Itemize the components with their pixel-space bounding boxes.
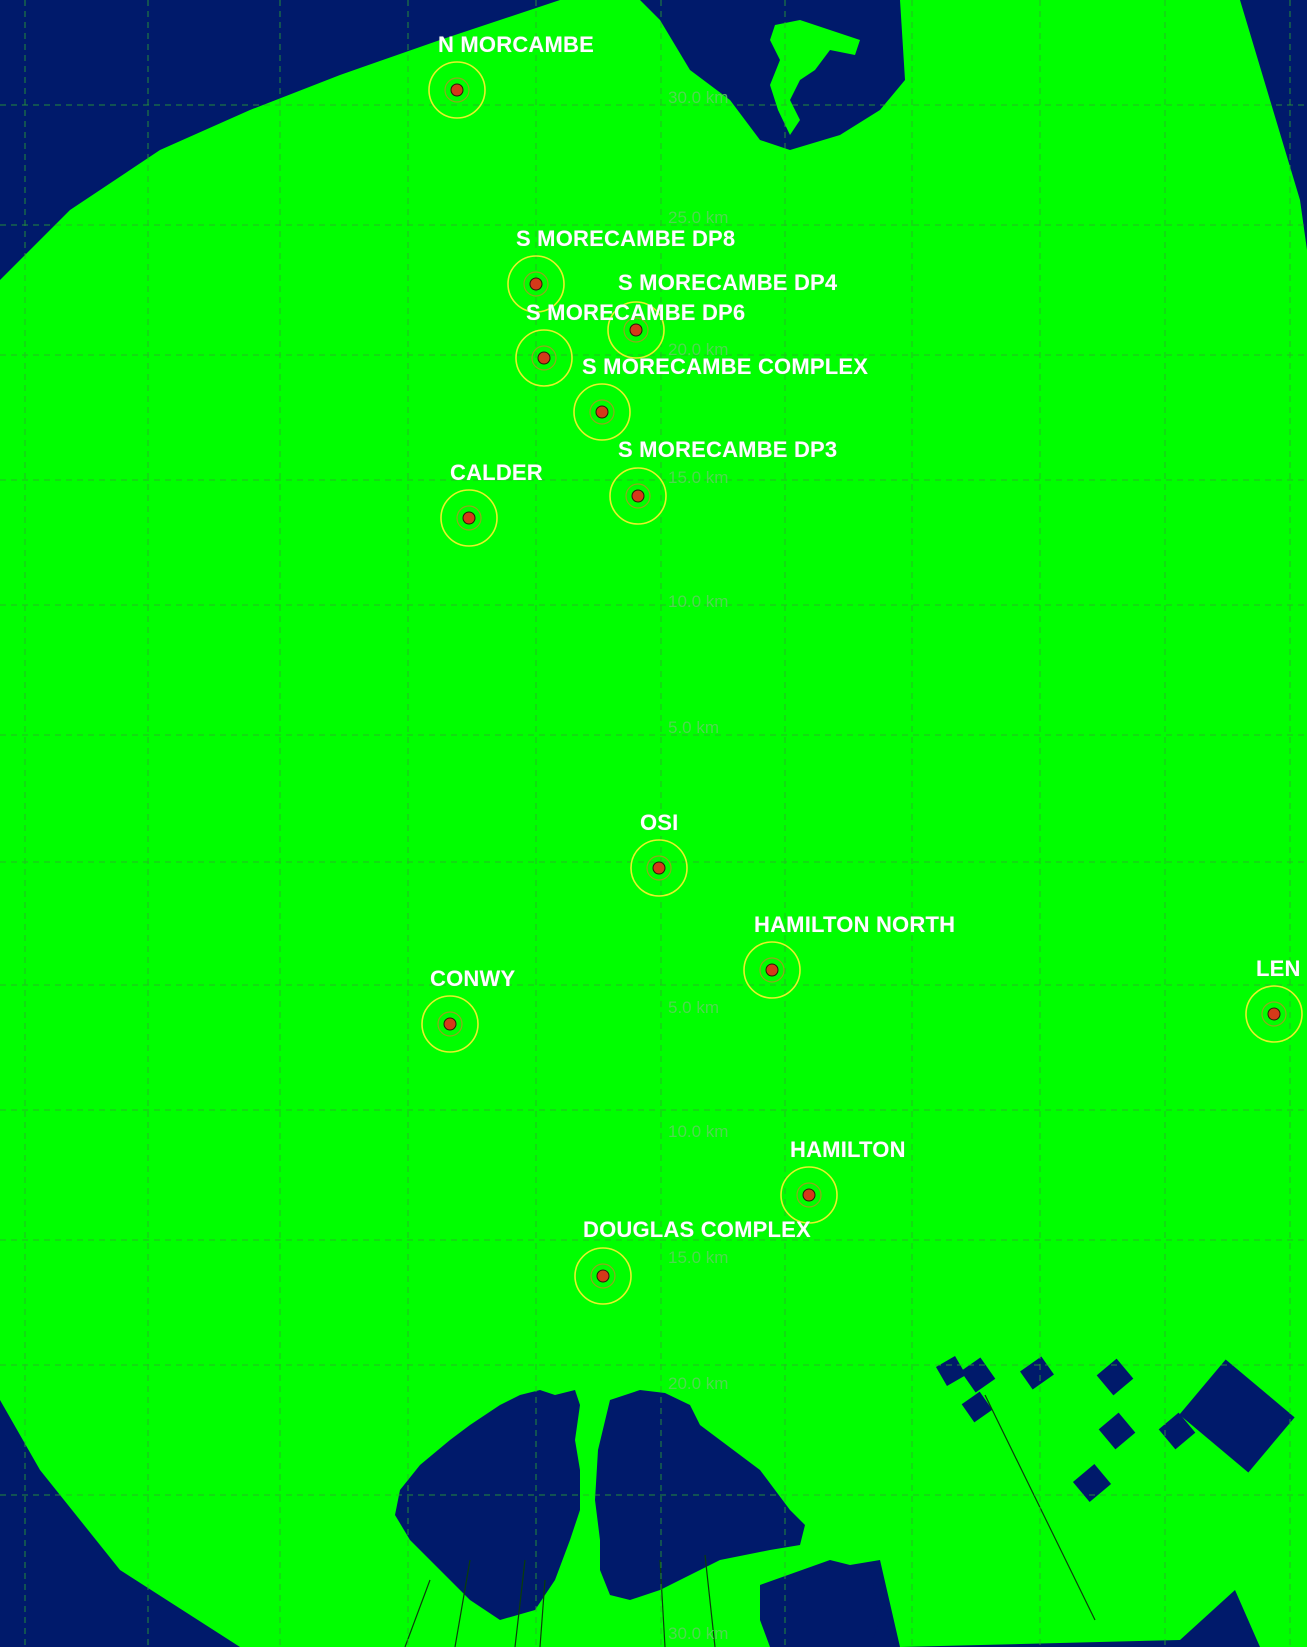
site-label-calder[interactable]: CALDER [450, 460, 543, 485]
site-dot [529, 277, 543, 291]
site-inner-ring [625, 483, 651, 509]
site-range-ring [421, 995, 479, 1053]
site-marker[interactable] [515, 329, 573, 387]
range-label: 20.0 km [668, 340, 729, 359]
site-inner-ring [796, 1182, 822, 1208]
range-label: 5.0 km [668, 718, 720, 737]
site-label-osi[interactable]: OSI [640, 810, 679, 835]
terrain-block [1096, 1358, 1134, 1396]
site-inner-ring [437, 1011, 463, 1037]
site-label-s-morecambe-complex[interactable]: S MORECAMBE COMPLEX [582, 354, 869, 379]
site-marker[interactable] [780, 1166, 838, 1224]
site-range-ring [573, 383, 631, 441]
range-label: 25.0 km [668, 208, 729, 227]
site-inner-ring [623, 317, 649, 343]
site-inner-ring [523, 271, 549, 297]
range-label: 30.0 km [668, 1624, 729, 1643]
site-dot [595, 405, 609, 419]
site-label-conwy[interactable]: CONWY [430, 966, 516, 991]
site-range-ring [574, 1247, 632, 1305]
site-inner-ring [589, 399, 615, 425]
site-marker[interactable] [574, 1247, 632, 1305]
terrain-block [935, 1355, 967, 1387]
site-range-ring [630, 839, 688, 897]
site-range-ring [609, 467, 667, 525]
site-marker[interactable] [630, 839, 688, 897]
terrain-bottom-center [595, 1390, 805, 1600]
range-label: 15.0 km [668, 1248, 729, 1267]
site-dot [765, 963, 779, 977]
site-label-len[interactable]: LEN [1256, 956, 1301, 981]
site-marker[interactable] [573, 383, 631, 441]
site-dot [443, 1017, 457, 1031]
site-label-douglas-complex[interactable]: DOUGLAS COMPLEX [583, 1217, 811, 1242]
site-marker[interactable] [743, 941, 801, 999]
range-label: 10.0 km [668, 592, 729, 611]
site-marker[interactable] [609, 467, 667, 525]
range-label: 5.0 km [668, 998, 720, 1017]
site-inner-ring [646, 855, 672, 881]
site-range-ring [1245, 985, 1303, 1043]
terrain-bottom-left [395, 1390, 580, 1620]
site-inner-ring [531, 345, 557, 371]
terrain-block [1158, 1412, 1196, 1450]
site-label-s-morecambe-dp8[interactable]: S MORECAMBE DP8 [516, 226, 736, 251]
terrain-top-green-patch [770, 20, 860, 135]
site-label-hamilton[interactable]: HAMILTON [790, 1137, 906, 1162]
site-dot [802, 1188, 816, 1202]
terrain-block [960, 1357, 996, 1393]
site-label-n-morcambe[interactable]: N MORCAMBE [438, 32, 594, 57]
site-dot [596, 1269, 610, 1283]
site-dot [450, 83, 464, 97]
site-label-s-morecambe-dp3[interactable]: S MORECAMBE DP3 [618, 437, 838, 462]
site-range-ring [515, 329, 573, 387]
site-marker[interactable] [428, 61, 486, 119]
range-label: 15.0 km [668, 468, 729, 487]
terrain-block [1179, 1359, 1295, 1473]
site-range-ring [607, 301, 665, 359]
site-inner-ring [590, 1263, 616, 1289]
site-label-s-morecambe-dp4[interactable]: S MORECAMBE DP4 [618, 270, 838, 295]
range-label: 20.0 km [668, 1374, 729, 1393]
site-dot [631, 489, 645, 503]
site-marker[interactable] [421, 995, 479, 1053]
terrain-bottom-box [760, 1560, 880, 1647]
site-marker[interactable] [507, 255, 565, 313]
site-inner-ring [759, 957, 785, 983]
site-range-ring [507, 255, 565, 313]
site-inner-ring [444, 77, 470, 103]
site-label-hamilton-north[interactable]: HAMILTON NORTH [754, 912, 956, 937]
terrain-block [1072, 1464, 1112, 1502]
site-label-s-morecambe-dp6[interactable]: S MORECAMBE DP6 [526, 300, 746, 325]
site-dot [652, 861, 666, 875]
site-dot [462, 511, 476, 525]
site-marker[interactable] [1245, 985, 1303, 1043]
site-range-ring [428, 61, 486, 119]
site-range-ring [743, 941, 801, 999]
site-range-ring [440, 489, 498, 547]
range-label: 30.0 km [668, 88, 729, 107]
site-marker[interactable] [607, 301, 665, 359]
site-inner-ring [456, 505, 482, 531]
site-inner-ring [1261, 1001, 1287, 1027]
terrain-block [961, 1391, 993, 1423]
range-label: 10.0 km [668, 1122, 729, 1141]
site-markers [421, 61, 1303, 1305]
terrain-block [1098, 1412, 1136, 1450]
site-dot [537, 351, 551, 365]
site-marker[interactable] [440, 489, 498, 547]
site-dot [1267, 1007, 1281, 1021]
site-range-ring [780, 1166, 838, 1224]
site-dot [629, 323, 643, 337]
